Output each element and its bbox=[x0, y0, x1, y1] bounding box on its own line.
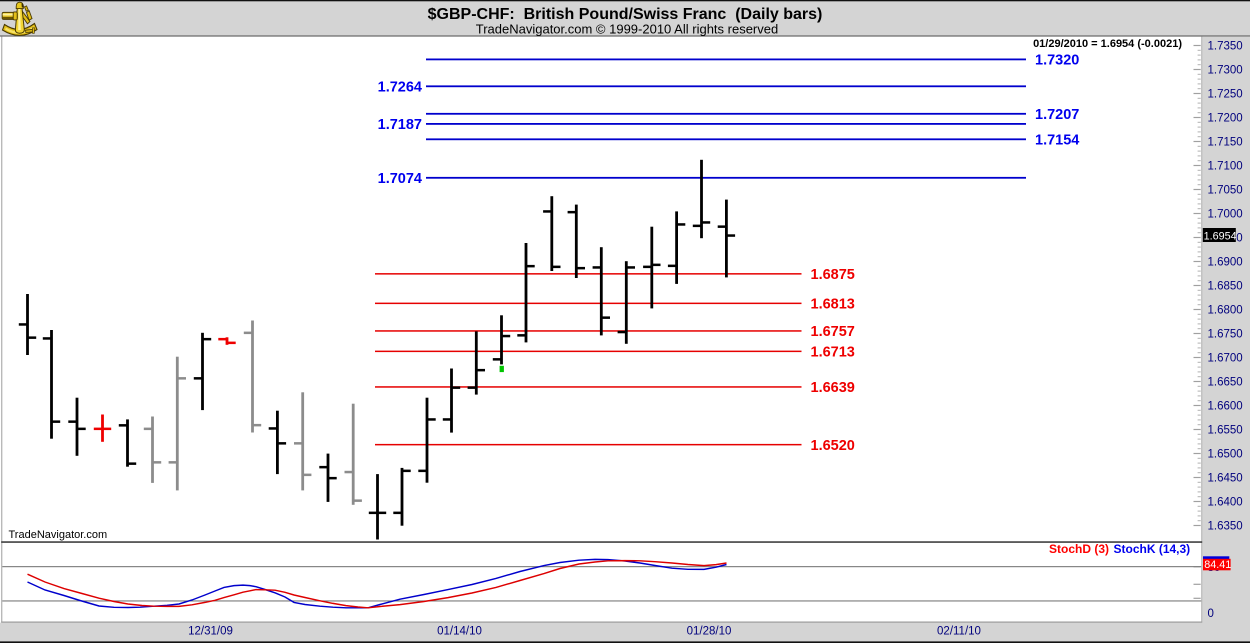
svg-text:$GBP-CHF: British Pound/Swiss: $GBP-CHF: British Pound/Swiss Franc (Dai… bbox=[428, 6, 823, 23]
svg-text:12/31/09: 12/31/09 bbox=[188, 626, 233, 638]
svg-text:TradeNavigator.com © 1999-2010: TradeNavigator.com © 1999-2010 All right… bbox=[476, 22, 778, 37]
svg-text:1.6450: 1.6450 bbox=[1208, 473, 1243, 485]
svg-text:1.7200: 1.7200 bbox=[1208, 113, 1243, 125]
svg-text:02/11/10: 02/11/10 bbox=[937, 626, 981, 638]
svg-text:1.6650: 1.6650 bbox=[1208, 377, 1243, 389]
svg-text:TradeNavigator.com: TradeNavigator.com bbox=[9, 529, 108, 541]
svg-text:1.7150: 1.7150 bbox=[1208, 137, 1243, 149]
svg-text:1.6713: 1.6713 bbox=[811, 345, 855, 361]
svg-text:StochK (14,3): StochK (14,3) bbox=[1114, 542, 1191, 556]
svg-text:1.7264: 1.7264 bbox=[378, 80, 422, 96]
svg-text:1.6350: 1.6350 bbox=[1208, 521, 1243, 533]
svg-text:1.7250: 1.7250 bbox=[1208, 89, 1243, 101]
svg-text:1.6900: 1.6900 bbox=[1208, 257, 1243, 269]
svg-text:1.7320: 1.7320 bbox=[1035, 53, 1079, 69]
svg-text:1.7000: 1.7000 bbox=[1208, 209, 1243, 221]
svg-text:1.6757: 1.6757 bbox=[811, 324, 855, 340]
svg-text:1.6600: 1.6600 bbox=[1208, 401, 1243, 413]
svg-text:1.6520: 1.6520 bbox=[811, 438, 855, 454]
svg-text:01/29/2010 = 1.6954 (-0.0021): 01/29/2010 = 1.6954 (-0.0021) bbox=[1033, 38, 1182, 50]
svg-text:0: 0 bbox=[1208, 608, 1214, 620]
svg-text:84.41: 84.41 bbox=[1204, 559, 1231, 571]
svg-text:01/28/10: 01/28/10 bbox=[687, 626, 732, 638]
svg-text:1.6550: 1.6550 bbox=[1208, 425, 1243, 437]
svg-text:1.7154: 1.7154 bbox=[1035, 133, 1079, 149]
svg-text:1.6800: 1.6800 bbox=[1208, 305, 1243, 317]
svg-text:1.6813: 1.6813 bbox=[811, 297, 855, 313]
svg-text:1.6750: 1.6750 bbox=[1208, 329, 1243, 341]
svg-text:1.6700: 1.6700 bbox=[1208, 353, 1243, 365]
svg-text:1.7100: 1.7100 bbox=[1208, 161, 1243, 173]
svg-text:01/14/10: 01/14/10 bbox=[437, 626, 482, 638]
svg-text:1.6500: 1.6500 bbox=[1208, 449, 1243, 461]
svg-text:1.6875: 1.6875 bbox=[811, 267, 855, 283]
svg-text:1.7350: 1.7350 bbox=[1208, 41, 1243, 53]
svg-text:1.7050: 1.7050 bbox=[1208, 185, 1243, 197]
svg-text:1.7074: 1.7074 bbox=[378, 171, 422, 187]
svg-text:1.7300: 1.7300 bbox=[1208, 65, 1243, 77]
svg-text:1.7207: 1.7207 bbox=[1035, 107, 1079, 123]
svg-text:1.6639: 1.6639 bbox=[811, 380, 855, 396]
svg-text:1.6850: 1.6850 bbox=[1208, 281, 1243, 293]
svg-text:1.7187: 1.7187 bbox=[378, 117, 422, 133]
svg-text:StochD (3): StochD (3) bbox=[1049, 542, 1109, 556]
svg-text:1.6400: 1.6400 bbox=[1208, 497, 1243, 509]
svg-text:1.6954: 1.6954 bbox=[1204, 230, 1237, 242]
